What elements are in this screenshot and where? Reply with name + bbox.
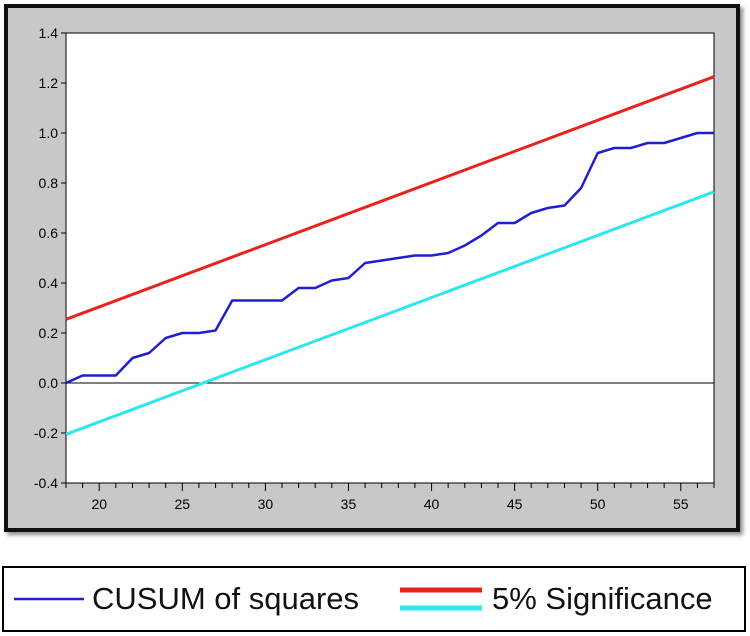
series-line-lower-bound <box>65 190 715 436</box>
y-tick-label: 0.4 <box>39 275 59 291</box>
y-tick-label: 1.2 <box>39 75 59 91</box>
x-tick-label: 25 <box>175 496 191 512</box>
y-tick-label: 0.0 <box>39 375 59 391</box>
legend-item-cusum: CUSUM of squares <box>14 568 359 630</box>
x-tick-label: 30 <box>258 496 274 512</box>
series-line-upper-bound <box>65 75 715 321</box>
legend-label-cusum: CUSUM of squares <box>92 581 360 616</box>
y-tick-label: -0.4 <box>34 475 58 491</box>
y-tick-label: -0.2 <box>34 425 58 441</box>
legend: CUSUM of squares 5% Significance <box>2 566 746 632</box>
chart-canvas: -0.4 -0.2 0.0 0.2 0.4 0.6 0.8 1.0 1.2 1.4 20 25 30 35… <box>34 25 715 512</box>
y-tick-label: 1.4 <box>39 25 59 41</box>
x-tick-label: 50 <box>590 496 606 512</box>
legend-swatch-significance <box>400 587 482 611</box>
legend-swatch-cusum <box>14 597 84 601</box>
y-tick-label: 0.6 <box>39 225 59 241</box>
x-tick-label: 20 <box>91 496 107 512</box>
chart-frame: -0.4 -0.2 0.0 0.2 0.4 0.6 0.8 1.0 1.2 1.4 20 25 30 35… <box>4 4 740 532</box>
legend-item-significance: 5% Significance <box>400 568 713 630</box>
x-tick-label: 55 <box>673 496 689 512</box>
legend-label-significance: 5% Significance <box>492 581 713 616</box>
y-tick-label: 1.0 <box>39 125 59 141</box>
series-line-cusum <box>65 131 714 385</box>
y-tick-label: 0.8 <box>39 175 59 191</box>
y-tick-label: 0.2 <box>39 325 59 341</box>
x-tick-label: 35 <box>341 496 357 512</box>
x-tick-label: 40 <box>424 496 440 512</box>
x-tick-label: 45 <box>507 496 523 512</box>
